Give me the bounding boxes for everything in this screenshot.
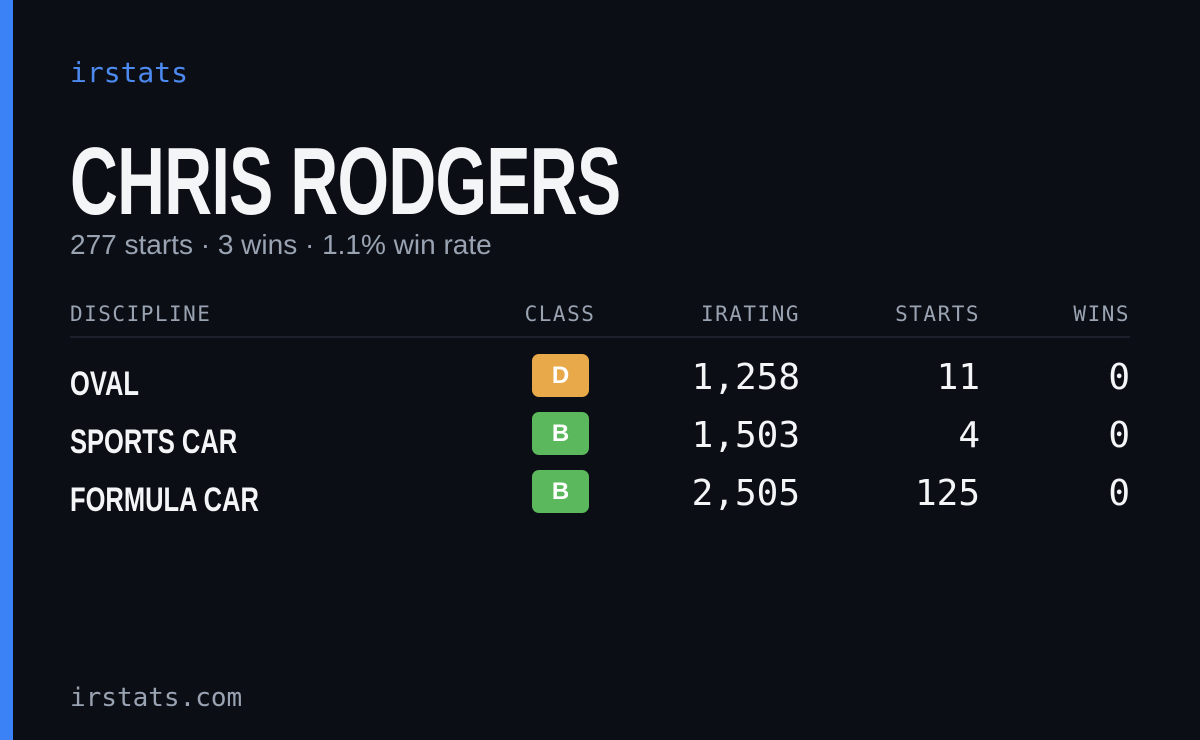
class-badge: B: [532, 470, 589, 513]
irating: 1,503: [691, 415, 800, 456]
discipline: FORMULA CAR: [70, 481, 259, 519]
column-header: STARTS: [895, 302, 980, 326]
irating: 2,505: [691, 473, 800, 514]
starts: 125: [914, 473, 980, 514]
discipline: SPORTS CAR: [70, 423, 238, 461]
wins: 0: [1108, 415, 1130, 456]
column-header: WINS: [1073, 302, 1130, 326]
header-rule: [70, 336, 1130, 338]
wins: 0: [1108, 357, 1130, 398]
column-header: DISCIPLINE: [70, 302, 212, 326]
driver-name: CHRIS RODGERS: [70, 128, 621, 235]
starts: 11: [936, 357, 980, 398]
column-header: CLASS: [524, 302, 596, 326]
driver-summary: 277 starts · 3 wins · 1.1% win rate: [70, 229, 492, 260]
column-header: IRATING: [700, 302, 800, 326]
class-badge: D: [532, 354, 589, 397]
accent-bar: [0, 0, 13, 740]
wins: 0: [1108, 473, 1130, 514]
starts: 4: [958, 415, 980, 456]
footer: irstats.com: [70, 683, 243, 713]
discipline: OVAL: [70, 365, 139, 403]
brand: irstats: [70, 56, 189, 89]
class-badge: B: [532, 412, 589, 455]
irating: 1,258: [691, 357, 800, 398]
